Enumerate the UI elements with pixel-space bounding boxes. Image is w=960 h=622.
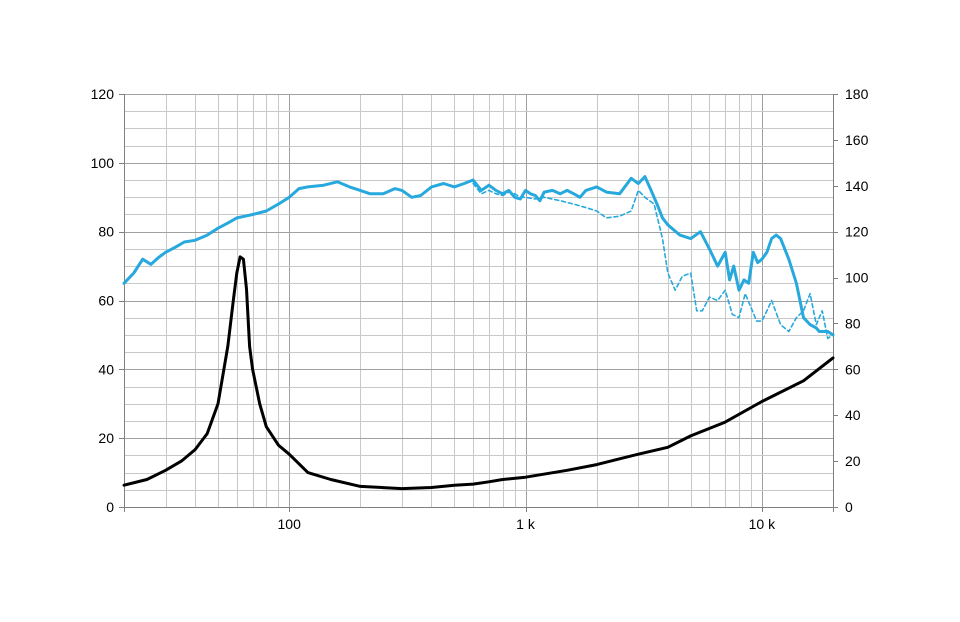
y2-tick-label: 20	[845, 453, 861, 469]
x-tick-label: 10 k	[749, 516, 776, 532]
tick-labels: 0 20 40 60 80 100 120 0 20 40 60 80 100 120 140 160 180 1…	[91, 86, 869, 532]
y2-tick-label: 80	[845, 315, 861, 331]
y2-tick-label: 60	[845, 361, 861, 377]
series	[122, 175, 835, 491]
gridlines	[124, 94, 834, 508]
y-tick-label: 80	[98, 224, 114, 240]
spl-off-axis-dashed-line	[472, 182, 834, 340]
y2-tick-label: 140	[845, 178, 869, 194]
y-tick-label: 0	[106, 499, 114, 515]
y2-tick-label: 120	[845, 224, 869, 240]
axes	[119, 94, 838, 512]
impedance-line	[122, 255, 835, 491]
y-tick-label: 40	[98, 361, 114, 377]
y2-tick-label: 0	[845, 499, 853, 515]
y2-tick-label: 160	[845, 132, 869, 148]
x-tick-label: 1 k	[516, 516, 536, 532]
spl-on-axis-line	[122, 175, 835, 337]
x-tick-label: 100	[278, 516, 302, 532]
y-tick-label: 20	[98, 430, 114, 446]
y-tick-label: 120	[91, 86, 115, 102]
y2-tick-label: 180	[845, 86, 869, 102]
y-tick-label: 60	[98, 293, 114, 309]
y2-tick-label: 100	[845, 270, 869, 286]
y2-tick-label: 40	[845, 407, 861, 423]
y-tick-label: 100	[91, 155, 115, 171]
